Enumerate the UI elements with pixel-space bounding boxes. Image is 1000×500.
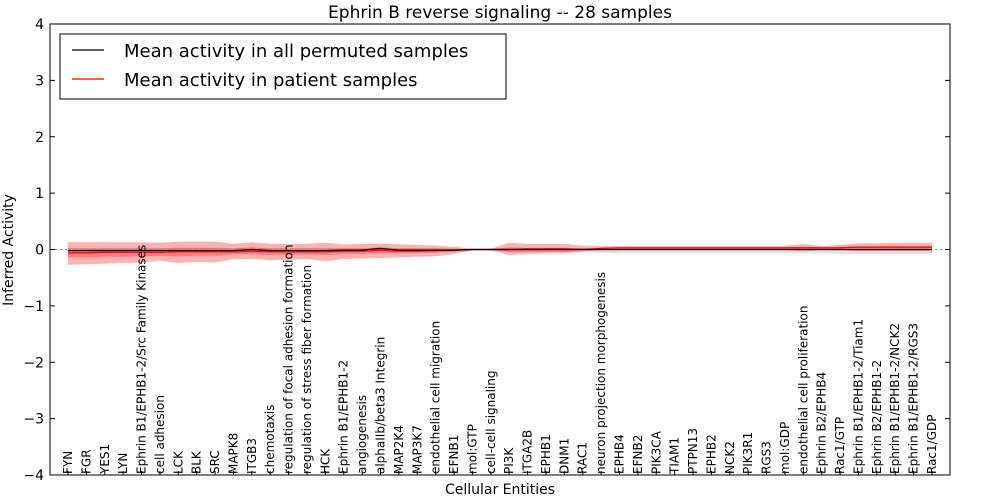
x-tick-label: Rac1/GDP [925,415,939,474]
x-tick-label: EFNB2 [631,435,645,474]
x-tick-label: EPHB4 [613,434,627,474]
y-tick-label: 0 [35,243,44,259]
x-tick-label: Ephrin B1/EPHB1-2/Src Family Kinases [135,245,149,474]
x-tick-label: Ephrin B1/EPHB1-2/Tiam1 [852,319,866,474]
x-tick-label: alphaIIb/beta3 Integrin [374,337,388,474]
y-tick-label: 2 [35,130,44,146]
series-line-permuted [68,247,932,252]
x-axis-title: Cellular Entities [445,482,555,498]
x-tick-label: Rac1/GTP [833,417,847,474]
legend-label-patient: Mean activity in patient samples [124,70,418,91]
x-tick-label: Ephrin B2/EPHB1-2 [870,360,884,474]
x-tick-label: regulation of stress fiber formation [300,265,314,474]
x-tick-label: YES1 [98,444,112,475]
x-tick-label: MAP3K7 [410,425,424,474]
x-tick-label: endothelial cell proliferation [796,306,810,474]
x-tick-label: LYN [116,453,130,474]
y-tick-label: 4 [35,17,44,33]
y-tick-label: −3 [23,412,44,428]
legend-box [59,33,507,100]
x-tick-label: DNM1 [557,438,571,474]
x-tick-label: ITGB3 [245,438,259,474]
y-tick-label: −2 [23,355,44,371]
x-tick-label: LCK [171,450,185,474]
x-tick-label: PI3K [502,447,516,474]
x-tick-label: EPHB2 [704,434,718,474]
x-tick-label: EPHB1 [539,434,553,474]
legend-label-permuted: Mean activity in all permuted samples [124,41,468,62]
x-tick-label: PIK3CA [649,430,663,474]
x-tick-label: TIAM1 [668,437,682,475]
chart-title: Ephrin B reverse signaling -- 28 samples [328,3,672,23]
x-tick-label: cell-cell signaling [484,371,498,475]
y-tick-label: 3 [35,73,44,89]
y-tick-label: −1 [23,299,44,315]
x-tick-label: mol:GTP [465,424,479,474]
x-tick-label: endothelial cell migration [429,321,443,474]
x-tick-label: RGS3 [760,441,774,474]
legend: Mean activity in all permuted samples Me… [59,33,507,100]
x-tick-label: Ephrin B2/EPHB4 [815,372,829,474]
x-tick-label: ITGA2B [521,430,535,474]
plot-area: −4 −3 −2 −1 0 1 2 3 4 FYN FGR YES1 LYN Ephrin B1/EPHB… [23,17,951,484]
y-tick-label: −4 [23,468,44,484]
x-tick-label: mol:GDP [778,422,792,474]
x-tick-label: FGR [79,449,93,474]
x-tick-label: Ephrin B1/EPHB1-2 [337,360,351,474]
x-tick-label: chemotaxis [263,405,277,474]
patient-range-band-inner [68,246,932,258]
x-tick-label: PTPN13 [686,428,700,474]
x-tick-label: MAP2K4 [392,425,406,474]
x-tick-label: angiogenesis [355,395,369,474]
x-tick-label: MAPK8 [226,433,240,474]
x-tick-label: NCK2 [723,441,737,474]
x-tick-label: HCK [318,448,332,474]
x-tick-label: PIK3R1 [741,432,755,474]
x-tick-label: SRC [208,450,222,474]
x-tick-label: FYN [61,451,75,474]
y-tick-label: 1 [35,186,44,202]
x-tick-label: EFNB1 [447,435,461,474]
x-tick-label: BLK [190,450,204,474]
x-tick-label: neuron projection morphogenesis [594,272,608,474]
y-axis-title: Inferred Activity [1,194,17,306]
x-tick-label: RAC1 [576,442,590,474]
x-tick-label: Ephrin B1/EPHB1-2/NCK2 [888,323,902,474]
x-tick-label: regulation of focal adhesion formation [282,245,296,474]
x-tick-label: cell adhesion [153,395,167,474]
x-tick-label: Ephrin B1/EPHB1-2/RGS3 [907,323,921,474]
